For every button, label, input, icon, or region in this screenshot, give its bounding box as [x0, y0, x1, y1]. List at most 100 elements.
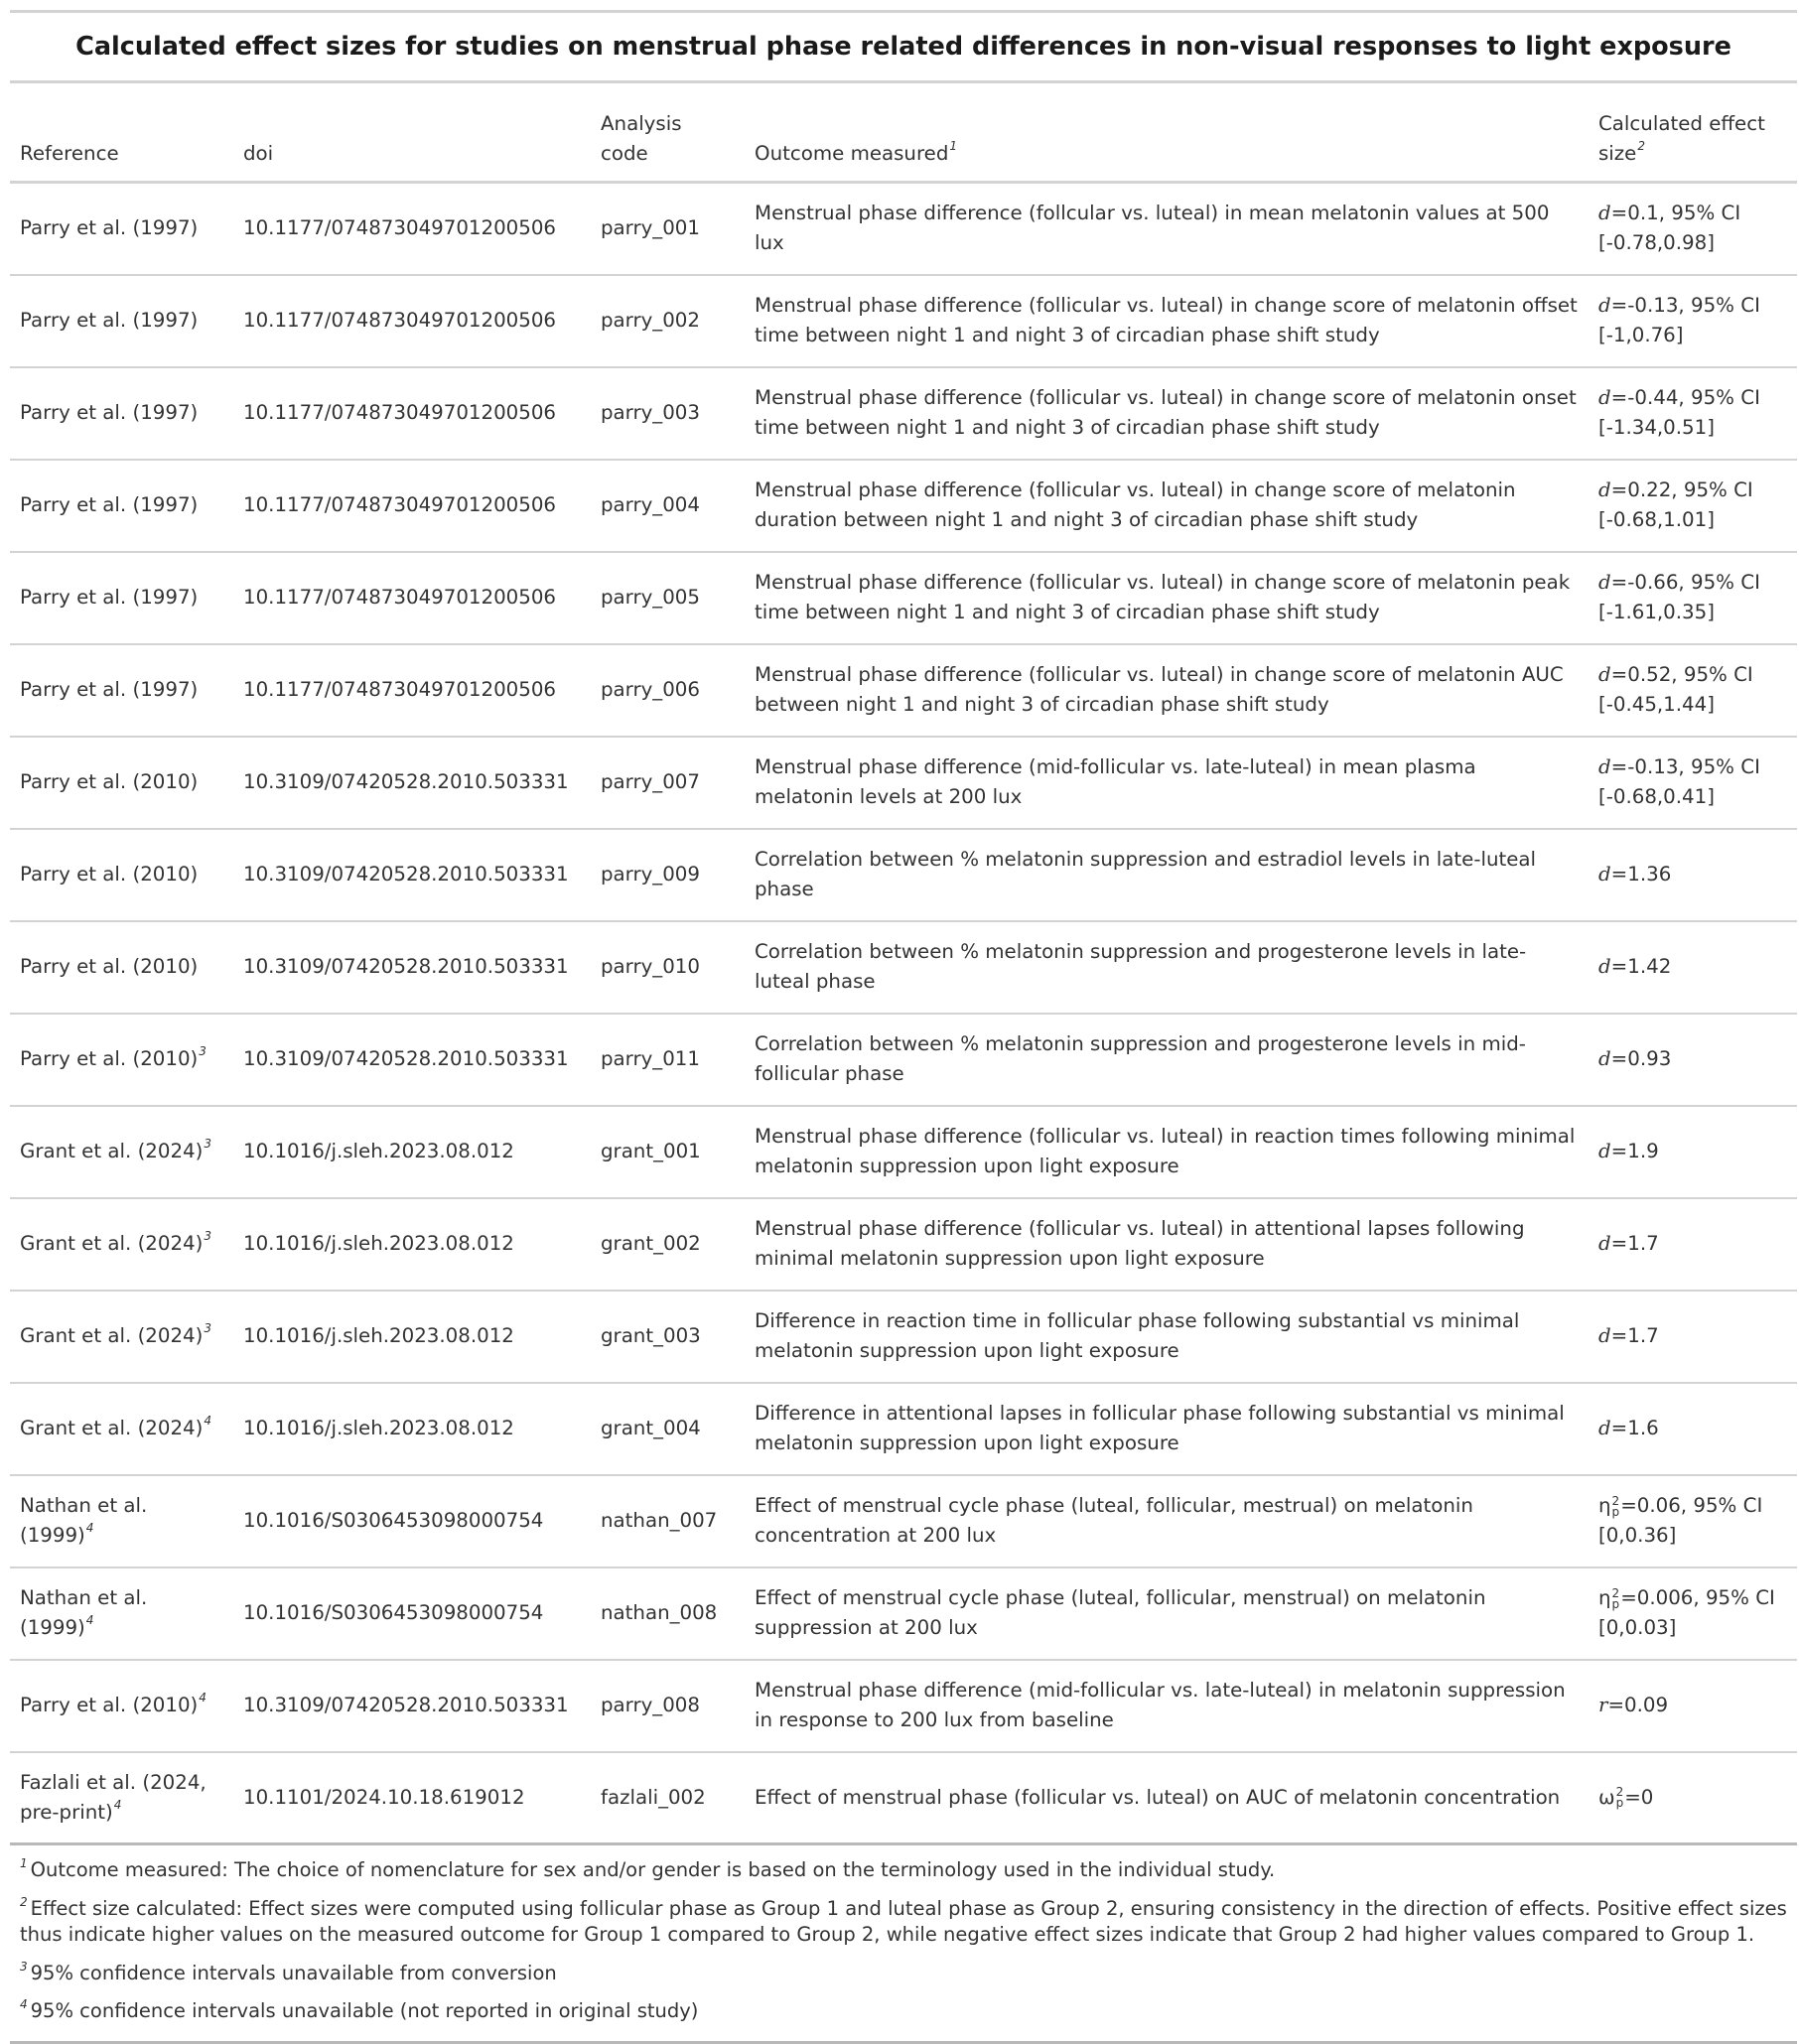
- reference-text: Parry et al. (1997): [20, 401, 199, 424]
- reference-text: Parry et al. (1997): [20, 493, 199, 516]
- table-row: Parry et al. (1997) 10.1177/0748730497012…: [10, 643, 1797, 738]
- reference-text: Fazlali et al. (2024, pre-print): [20, 1770, 207, 1824]
- cell-doi: 10.3109/07420528.2010.503331: [233, 1659, 591, 1753]
- cell-doi: 10.1177/074873049701200506: [233, 366, 591, 461]
- cell-doi: 10.1016/j.sleh.2023.08.012: [233, 1290, 591, 1384]
- footnote-mark: 1: [20, 1856, 28, 1870]
- effect-size-value: =1.9: [1610, 1140, 1659, 1162]
- cell-doi: 10.1177/074873049701200506: [233, 274, 591, 368]
- table-row: Parry et al. (1997) 10.1177/0748730497012…: [10, 551, 1797, 645]
- cell-effect-size: d=0.1, 95% CI [-0.78,0.98]: [1589, 182, 1797, 276]
- cell-doi: 10.3109/07420528.2010.503331: [233, 736, 591, 830]
- cell-outcome: Effect of menstrual phase (follicular vs…: [745, 1751, 1589, 1845]
- reference-text: Parry et al. (1997): [20, 586, 199, 609]
- effect-size-value: =1.36: [1610, 863, 1672, 886]
- header-outcome-label: Outcome measured: [755, 142, 949, 165]
- cell-analysis-code: nathan_008: [591, 1567, 745, 1661]
- cell-analysis-code: parry_011: [591, 1013, 745, 1107]
- cell-analysis-code: nathan_007: [591, 1474, 745, 1568]
- header-analysis-code: Analysis code: [591, 83, 745, 184]
- cell-reference: Grant et al. (2024)3: [10, 1197, 233, 1292]
- cell-outcome: Menstrual phase difference (follicular v…: [745, 1105, 1589, 1199]
- cell-analysis-code: parry_001: [591, 182, 745, 276]
- effect-size-value: =-0.13, 95% CI [-0.68,0.41]: [1598, 755, 1760, 808]
- header-doi: doi: [233, 83, 591, 184]
- cell-effect-size: d=0.22, 95% CI [-0.68,1.01]: [1589, 459, 1797, 553]
- reference-footnote-mark: 3: [204, 1137, 211, 1151]
- cell-reference: Parry et al. (1997): [10, 366, 233, 461]
- cell-effect-size: d=1.36: [1589, 828, 1797, 922]
- footnote-text: 95% confidence intervals unavailable fro…: [30, 1961, 557, 1984]
- table-body: Parry et al. (1997) 10.1177/0748730497012…: [10, 182, 1797, 1845]
- effect-size-symbol: d: [1598, 1324, 1611, 1347]
- reference-footnote-mark: 4: [113, 1797, 122, 1812]
- cell-analysis-code: parry_007: [591, 736, 745, 830]
- cell-outcome: Difference in attentional lapses in foll…: [745, 1382, 1589, 1476]
- footnote-mark: 2: [20, 1894, 28, 1909]
- cell-reference: Parry et al. (1997): [10, 551, 233, 645]
- cell-reference: Nathan et al. (1999)4: [10, 1474, 233, 1568]
- cell-effect-size: d=1.9: [1589, 1105, 1797, 1199]
- cell-doi: 10.1016/j.sleh.2023.08.012: [233, 1197, 591, 1292]
- reference-text: Nathan et al. (1999): [20, 1494, 148, 1547]
- table-row: Parry et al. (2010)4 10.3109/07420528.201…: [10, 1659, 1797, 1753]
- footnotes: 1 Outcome measured: The choice of nomencl…: [10, 1845, 1797, 2044]
- cell-outcome: Effect of menstrual cycle phase (luteal,…: [745, 1474, 1589, 1568]
- table-row: Parry et al. (2010)3 10.3109/07420528.201…: [10, 1013, 1797, 1107]
- effect-size-value: =0.006, 95% CI [0,0.03]: [1598, 1586, 1775, 1639]
- table-row: Parry et al. (2010) 10.3109/07420528.2010…: [10, 920, 1797, 1015]
- effect-size-symbol: d: [1598, 478, 1611, 501]
- cell-reference: Fazlali et al. (2024, pre-print)4: [10, 1751, 233, 1845]
- cell-effect-size: r=0.09: [1589, 1659, 1797, 1753]
- effect-size-value: =0.52, 95% CI [-0.45,1.44]: [1598, 663, 1753, 716]
- table-row: Nathan et al. (1999)4 10.1016/S0306453098…: [10, 1567, 1797, 1661]
- table-title: Calculated effect sizes for studies on m…: [10, 10, 1797, 83]
- effect-size-superscript: 2: [1611, 1493, 1620, 1508]
- cell-reference: Grant et al. (2024)3: [10, 1290, 233, 1384]
- effect-size-subscript: p: [1611, 1504, 1620, 1519]
- footnote-mark: 4: [20, 1997, 28, 2011]
- reference-text: Parry et al. (2010): [20, 770, 199, 793]
- effect-size-symbol: d: [1598, 571, 1611, 594]
- cell-doi: 10.3109/07420528.2010.503331: [233, 828, 591, 922]
- reference-footnote-mark: 4: [85, 1521, 94, 1535]
- cell-outcome: Menstrual phase difference (follicular v…: [745, 459, 1589, 553]
- effect-size-value: =0: [1624, 1785, 1654, 1809]
- reference-footnote-mark: 3: [204, 1321, 211, 1335]
- cell-doi: 10.1016/S0306453098000754: [233, 1567, 591, 1661]
- cell-reference: Parry et al. (2010): [10, 828, 233, 922]
- reference-footnote-mark: 4: [85, 1613, 94, 1627]
- table-row: Nathan et al. (1999)4 10.1016/S0306453098…: [10, 1474, 1797, 1568]
- reference-text: Grant et al. (2024): [20, 1232, 204, 1255]
- cell-reference: Parry et al. (2010): [10, 920, 233, 1015]
- cell-doi: 10.1101/2024.10.18.619012: [233, 1751, 591, 1845]
- table-row: Grant et al. (2024)3 10.1016/j.sleh.2023.…: [10, 1197, 1797, 1292]
- effect-size-table: Reference doi Analysis code Outcome meas…: [10, 83, 1797, 1845]
- cell-analysis-code: parry_006: [591, 643, 745, 738]
- header-outcome-note: 1: [949, 139, 958, 153]
- cell-effect-size: d=-0.66, 95% CI [-1.61,0.35]: [1589, 551, 1797, 645]
- footnote: 1 Outcome measured: The choice of nomencl…: [20, 1857, 1787, 1884]
- effect-size-symbol: d: [1598, 863, 1611, 886]
- cell-doi: 10.1016/j.sleh.2023.08.012: [233, 1382, 591, 1476]
- effect-size-value: =0.93: [1610, 1047, 1672, 1070]
- table-row: Fazlali et al. (2024, pre-print)4 10.1101…: [10, 1751, 1797, 1845]
- effect-size-value: =1.6: [1610, 1417, 1659, 1439]
- cell-doi: 10.1177/074873049701200506: [233, 643, 591, 738]
- cell-analysis-code: grant_004: [591, 1382, 745, 1476]
- reference-text: Parry et al. (1997): [20, 309, 199, 332]
- header-effect-size-label: Calculated effect size: [1598, 112, 1765, 165]
- effect-size-symbol: d: [1598, 1140, 1611, 1162]
- cell-effect-size: η 2 p =0.06, 95% CI [0,0.36]: [1589, 1474, 1797, 1568]
- effect-size-symbol: d: [1598, 294, 1611, 317]
- cell-effect-size: d=0.93: [1589, 1013, 1797, 1107]
- cell-outcome: Difference in reaction time in follicula…: [745, 1290, 1589, 1384]
- effect-size-symbol: r: [1598, 1694, 1608, 1716]
- cell-effect-size: d=-0.13, 95% CI [-1,0.76]: [1589, 274, 1797, 368]
- cell-outcome: Menstrual phase difference (follicular v…: [745, 366, 1589, 461]
- header-row: Reference doi Analysis code Outcome meas…: [10, 83, 1797, 184]
- cell-reference: Grant et al. (2024)4: [10, 1382, 233, 1476]
- cell-outcome: Effect of menstrual cycle phase (luteal,…: [745, 1567, 1589, 1661]
- cell-analysis-code: grant_003: [591, 1290, 745, 1384]
